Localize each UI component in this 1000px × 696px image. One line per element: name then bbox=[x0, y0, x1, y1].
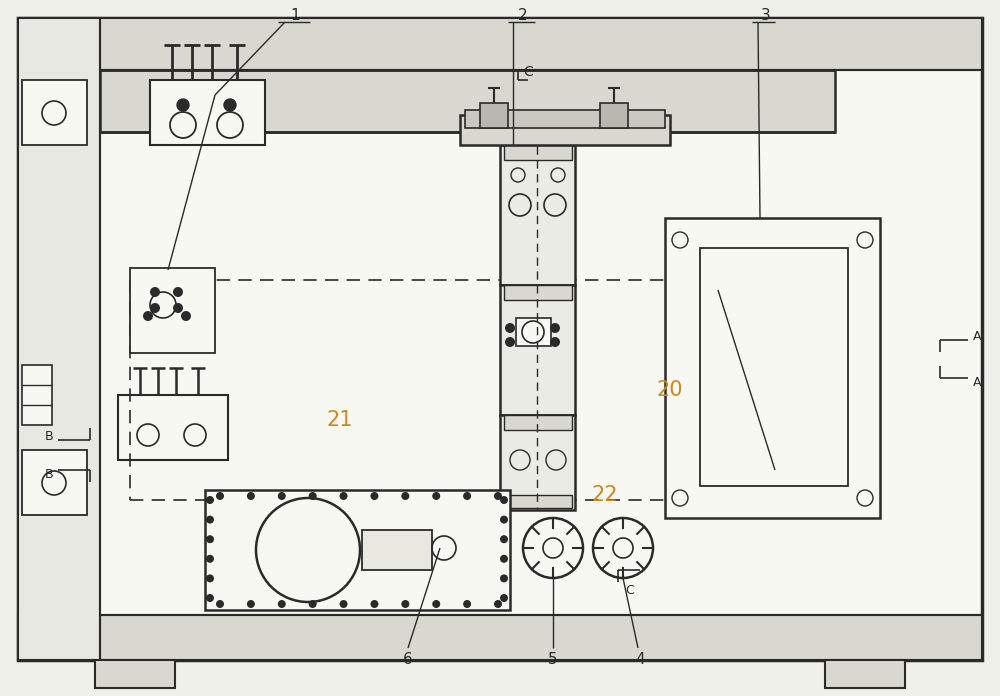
Bar bbox=[18, 615, 982, 660]
Circle shape bbox=[278, 492, 286, 500]
Circle shape bbox=[500, 516, 508, 523]
Circle shape bbox=[505, 323, 515, 333]
Circle shape bbox=[500, 535, 508, 543]
Circle shape bbox=[432, 492, 440, 500]
Text: 2: 2 bbox=[518, 8, 528, 24]
Bar bbox=[18, 18, 982, 70]
Text: 5: 5 bbox=[548, 653, 558, 667]
Bar bbox=[504, 495, 572, 508]
Circle shape bbox=[500, 555, 508, 563]
Circle shape bbox=[150, 287, 160, 297]
Bar bbox=[22, 365, 52, 425]
Bar bbox=[95, 660, 175, 688]
Text: 22: 22 bbox=[592, 485, 618, 505]
Bar bbox=[205, 490, 510, 610]
Bar bbox=[700, 248, 848, 486]
Circle shape bbox=[150, 303, 160, 313]
Circle shape bbox=[500, 594, 508, 602]
Circle shape bbox=[494, 492, 502, 500]
Circle shape bbox=[550, 323, 560, 333]
Bar bbox=[150, 80, 265, 145]
Bar bbox=[500, 415, 575, 510]
Circle shape bbox=[181, 311, 191, 321]
Circle shape bbox=[143, 311, 153, 321]
Bar bbox=[504, 285, 572, 300]
Circle shape bbox=[309, 492, 317, 500]
Circle shape bbox=[206, 594, 214, 602]
Bar bbox=[465, 110, 665, 128]
Circle shape bbox=[173, 287, 183, 297]
Circle shape bbox=[505, 337, 515, 347]
Text: 20: 20 bbox=[657, 380, 683, 400]
Circle shape bbox=[206, 496, 214, 504]
Bar bbox=[22, 450, 87, 515]
Circle shape bbox=[206, 516, 214, 523]
Bar bbox=[825, 660, 905, 688]
Circle shape bbox=[247, 600, 255, 608]
Circle shape bbox=[216, 600, 224, 608]
Bar bbox=[362, 530, 432, 570]
Text: A: A bbox=[973, 329, 982, 342]
Text: 4: 4 bbox=[635, 653, 645, 667]
Circle shape bbox=[401, 492, 409, 500]
Circle shape bbox=[463, 600, 471, 608]
Bar bbox=[18, 18, 100, 660]
Text: 3: 3 bbox=[761, 8, 771, 24]
Circle shape bbox=[500, 496, 508, 504]
Circle shape bbox=[340, 492, 348, 500]
Bar bbox=[100, 70, 835, 132]
Circle shape bbox=[432, 600, 440, 608]
Bar bbox=[480, 103, 508, 128]
Bar bbox=[600, 103, 628, 128]
Circle shape bbox=[309, 600, 317, 608]
Text: C: C bbox=[626, 583, 634, 596]
Bar bbox=[504, 415, 572, 430]
Circle shape bbox=[278, 600, 286, 608]
Bar bbox=[500, 145, 575, 285]
Circle shape bbox=[206, 535, 214, 543]
Bar bbox=[130, 268, 215, 353]
Text: 1: 1 bbox=[290, 8, 300, 24]
Circle shape bbox=[177, 99, 189, 111]
Circle shape bbox=[463, 492, 471, 500]
Circle shape bbox=[206, 555, 214, 563]
Circle shape bbox=[206, 574, 214, 583]
Bar bbox=[460, 115, 670, 145]
Text: A: A bbox=[973, 376, 982, 388]
Bar bbox=[500, 285, 575, 415]
Text: B: B bbox=[44, 429, 53, 443]
Bar bbox=[118, 395, 228, 460]
Bar bbox=[665, 218, 880, 518]
Circle shape bbox=[340, 600, 348, 608]
Circle shape bbox=[401, 600, 409, 608]
Circle shape bbox=[550, 337, 560, 347]
Bar bbox=[504, 145, 572, 160]
Text: B: B bbox=[44, 468, 53, 480]
Text: 21: 21 bbox=[327, 410, 353, 430]
Text: 6: 6 bbox=[403, 653, 413, 667]
Circle shape bbox=[500, 574, 508, 583]
Circle shape bbox=[216, 492, 224, 500]
Circle shape bbox=[173, 303, 183, 313]
Circle shape bbox=[370, 492, 378, 500]
Circle shape bbox=[224, 99, 236, 111]
Circle shape bbox=[494, 600, 502, 608]
Circle shape bbox=[370, 600, 378, 608]
Bar bbox=[22, 80, 87, 145]
Circle shape bbox=[247, 492, 255, 500]
Bar bbox=[516, 318, 551, 346]
Text: C: C bbox=[523, 65, 533, 79]
